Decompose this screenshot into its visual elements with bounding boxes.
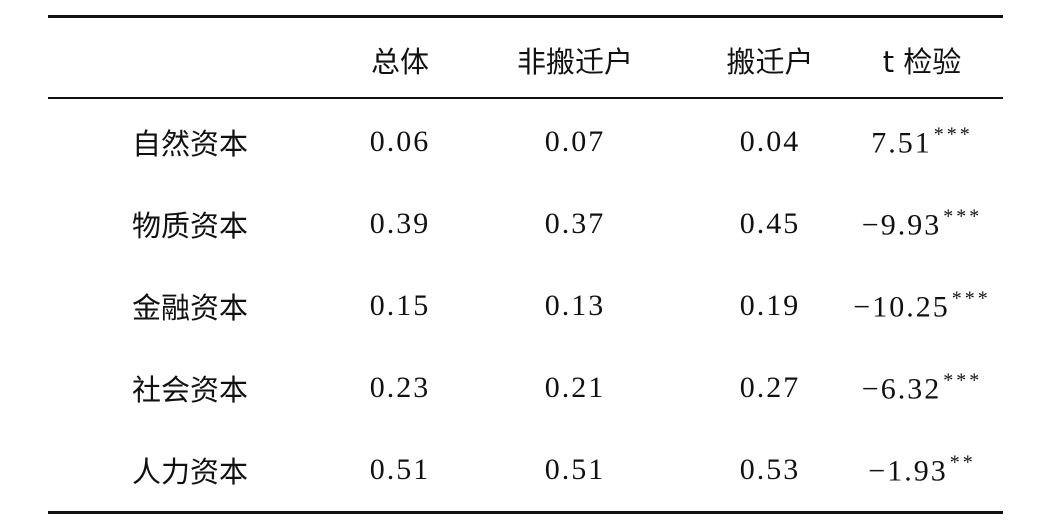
t-cell: −6.32 *** [862, 370, 982, 407]
bottom-rule [48, 511, 1003, 514]
t-value: −9.93 [861, 208, 942, 242]
significance: *** [943, 205, 983, 228]
value-cell: 0.04 [739, 125, 801, 158]
value-cell: 0.23 [369, 371, 431, 404]
column-header: 总体 [370, 45, 430, 79]
value-cell: 0.15 [369, 289, 431, 322]
t-cell: −9.93 *** [862, 206, 982, 243]
row-label: 金融资本 [131, 291, 249, 325]
row-label: 自然资本 [131, 127, 249, 161]
value-cell: 0.37 [544, 207, 606, 240]
t-value: −1.93 [868, 454, 948, 488]
t-cell: −10.25 *** [853, 288, 990, 325]
t-cell: 7.51 *** [871, 124, 973, 161]
column-header: t 检验 [882, 45, 962, 79]
value-cell: 0.21 [544, 371, 606, 404]
value-cell: 0.07 [544, 125, 606, 158]
t-value: −6.32 [861, 372, 942, 406]
column-header: 非搬迁户 [516, 45, 634, 79]
significance: ** [949, 451, 976, 474]
t-value: 7.51 [871, 126, 932, 160]
t-cell: −1.93 ** [868, 452, 975, 489]
row-label: 社会资本 [131, 373, 249, 407]
value-cell: 0.13 [544, 289, 606, 322]
value-cell: 0.06 [369, 125, 431, 158]
value-cell: 0.39 [369, 207, 431, 240]
significance: *** [951, 287, 991, 310]
significance: *** [933, 123, 973, 146]
t-value: −10.25 [853, 290, 950, 324]
top-rule [48, 15, 1003, 18]
value-cell: 0.27 [739, 371, 801, 404]
value-cell: 0.51 [369, 453, 431, 486]
value-cell: 0.45 [739, 207, 801, 240]
row-label: 物质资本 [131, 209, 249, 243]
mid-rule [48, 97, 1003, 99]
row-label: 人力资本 [131, 455, 249, 489]
column-header: 搬迁户 [726, 45, 814, 79]
value-cell: 0.51 [544, 453, 606, 486]
value-cell: 0.53 [739, 453, 801, 486]
significance: *** [943, 369, 983, 392]
value-cell: 0.19 [739, 289, 801, 322]
